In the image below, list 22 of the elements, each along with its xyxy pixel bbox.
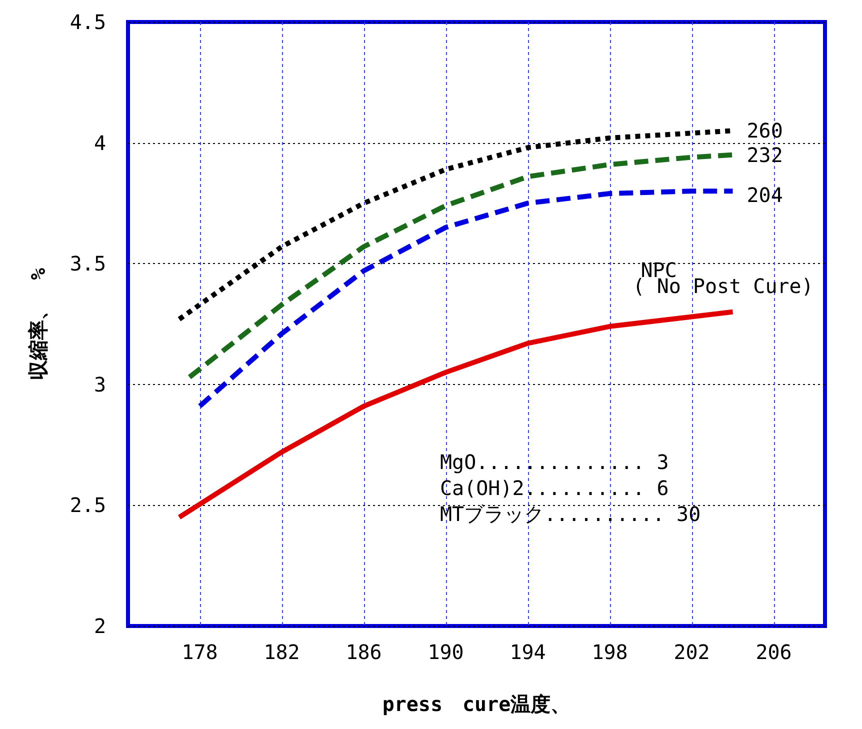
y-tick-label: 3.5 [70,252,106,276]
x-tick-label: 186 [346,640,382,664]
y-tick-label: 3 [94,372,106,396]
y-axis-title: 収縮率、 % [26,268,50,380]
x-tick-label: 206 [756,640,792,664]
series-label: 232 [746,142,783,167]
y-tick-label: 2.5 [70,493,106,518]
x-tick-label: 178 [182,640,218,664]
x-tick-label: 198 [592,640,628,664]
annotation: MTブラック.......... 30 [440,502,701,526]
x-tick-label: 182 [264,640,300,664]
x-axis-title: press cure温度、 [382,692,571,716]
x-tick-label: 194 [510,640,546,664]
y-tick-label: 4 [94,130,106,155]
annotation: Ca(OH)2.......... 6 [440,476,669,500]
x-tick-label: 190 [428,640,464,664]
annotation: MgO.............. 3 [440,450,669,474]
x-tick-label: 202 [674,640,710,664]
series-label: 204 [746,183,783,208]
y-tick-label: 2 [94,614,106,638]
series-label: 260 [746,118,783,143]
y-tick-label: 4.5 [70,10,106,34]
